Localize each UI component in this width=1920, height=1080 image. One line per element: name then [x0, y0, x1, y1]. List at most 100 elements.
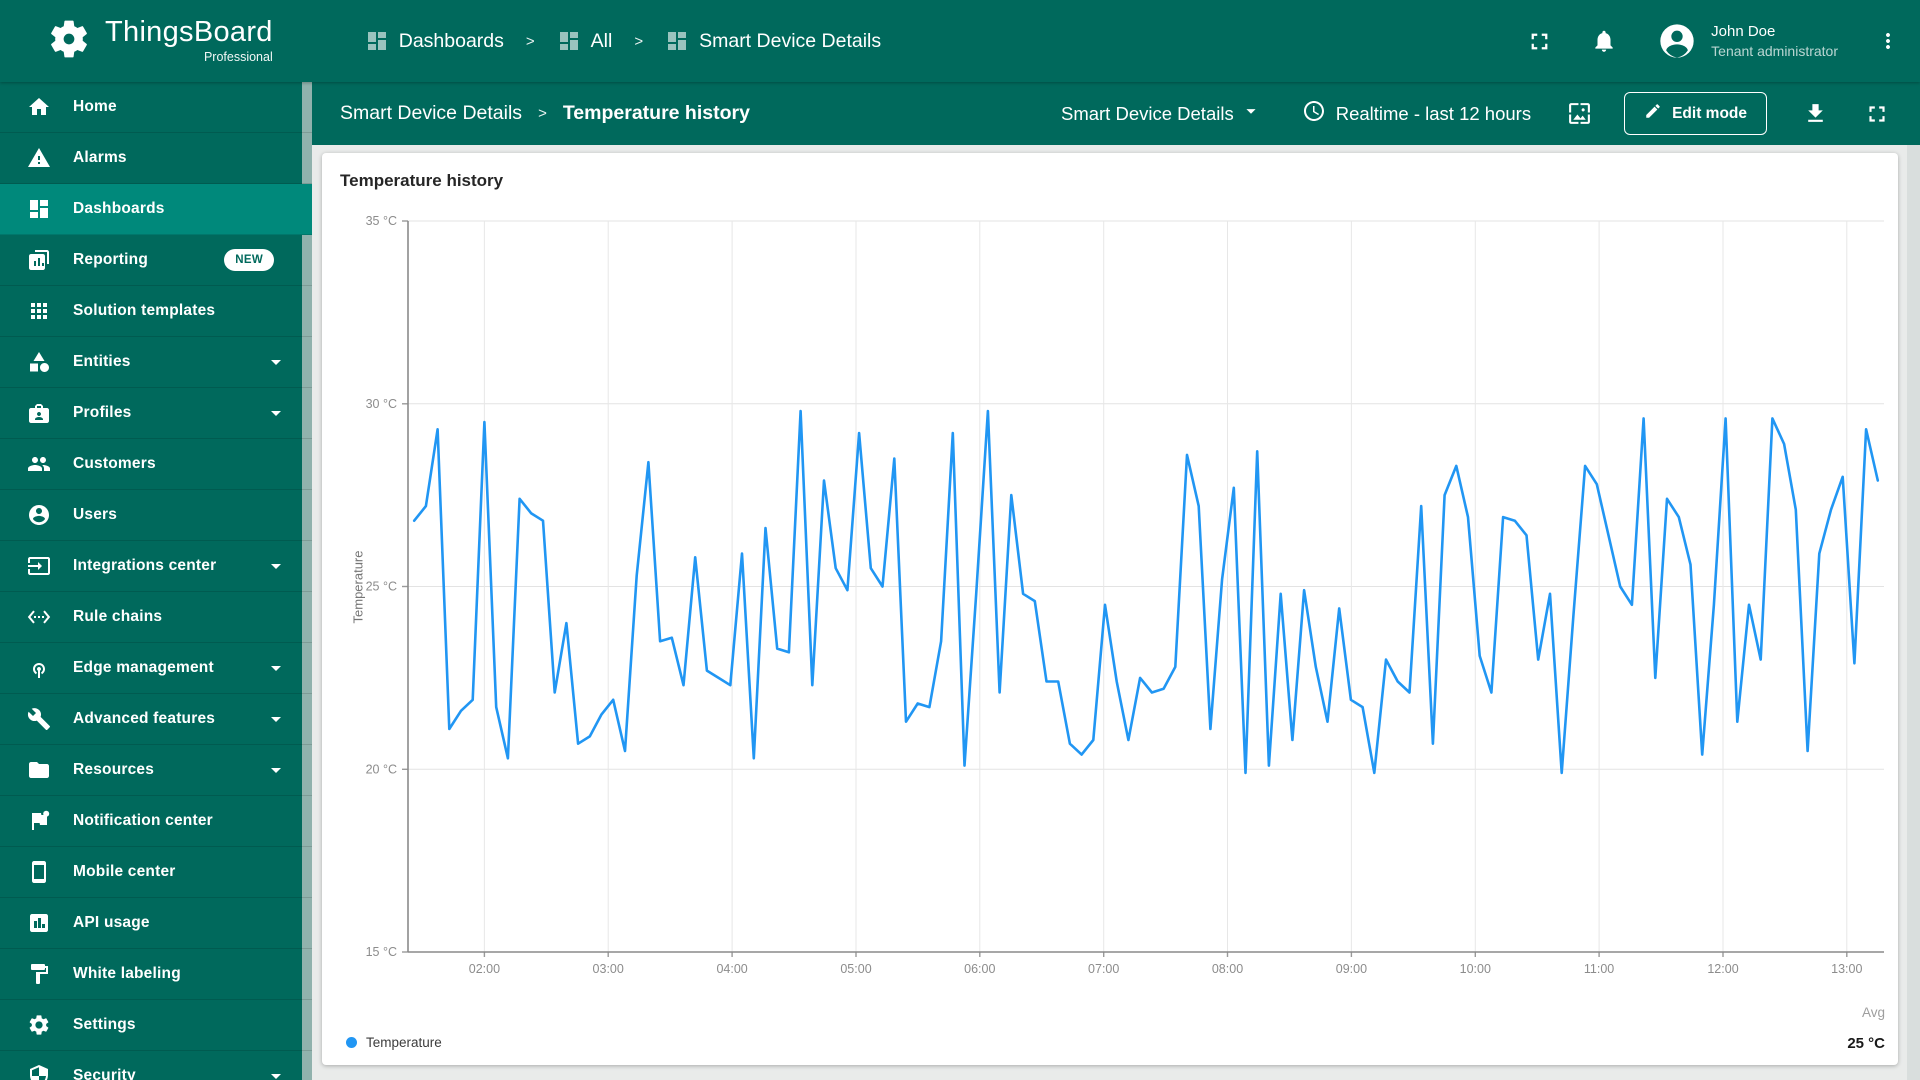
chevron-down-icon [1240, 100, 1262, 127]
temperature-history-widget[interactable]: Temperature history 15 °C 20 °C 25 °C 30 °C… [322, 153, 1898, 1065]
logo-title: ThingsBoard [105, 16, 273, 48]
pencil-icon [1644, 102, 1662, 125]
sidebar-item-entities[interactable]: Entities [0, 337, 312, 388]
sidebar-item-label: Edge management [73, 659, 214, 676]
kebab-menu-button[interactable] [1876, 29, 1900, 53]
fullscreen-button[interactable] [1526, 28, 1553, 55]
sidebar-item-label: Mobile center [73, 863, 176, 880]
svg-text:20 °C: 20 °C [366, 762, 397, 776]
sidebar-item-reporting[interactable]: Reporting NEW [0, 235, 312, 286]
sidebar-item-home[interactable]: Home [0, 82, 312, 133]
sidebar-item-label: Home [73, 98, 117, 115]
rule-chains-icon [27, 605, 51, 629]
sidebar-item-rule-chains[interactable]: Rule chains [0, 592, 312, 643]
dashboard-toolbar: Smart Device Details > Temperature histo… [312, 82, 1920, 145]
header-actions: John Doe Tenant administrator [1488, 21, 1900, 61]
chevron-down-icon [264, 1064, 288, 1080]
sidebar-item-integrations-center[interactable]: Integrations center [0, 541, 312, 592]
temperature-line-chart: 15 °C 20 °C 25 °C 30 °C 35 °C 02:00 03:00 04:00… [366, 214, 1884, 976]
chevron-down-icon [264, 401, 288, 425]
notification-center-icon [27, 809, 51, 833]
svg-text:07:00: 07:00 [1088, 962, 1119, 976]
sidebar: Home Alarms Dashboards Reporting NEW Solution… [0, 82, 312, 1080]
svg-text:35 °C: 35 °C [366, 214, 397, 228]
widget-title: Temperature history [340, 171, 504, 190]
chevron-down-icon [264, 656, 288, 680]
breadcrumb-smart-device-details[interactable]: Smart Device Details [665, 29, 881, 53]
settings-icon [27, 1013, 51, 1037]
home-icon [27, 95, 51, 119]
legend-avg-header: Avg [1861, 1005, 1885, 1020]
sidebar-item-white-labeling[interactable]: White labeling [0, 949, 312, 1000]
breadcrumb-dashboards[interactable]: Dashboards [365, 29, 504, 53]
sidebar-item-label: Profiles [73, 404, 132, 421]
chevron-down-icon [264, 554, 288, 578]
sidebar-item-api-usage[interactable]: API usage [0, 898, 312, 949]
breadcrumb-all[interactable]: All [557, 29, 613, 53]
sidebar-item-security[interactable]: Security [0, 1051, 312, 1080]
top-header: ThingsBoard Professional Dashboards > All >… [0, 0, 1920, 82]
resources-icon [27, 758, 51, 782]
sidebar-item-edge-management[interactable]: Edge management [0, 643, 312, 694]
sidebar-item-solution-templates[interactable]: Solution templates [0, 286, 312, 337]
edge-management-icon [27, 656, 51, 680]
alarms-icon [27, 146, 51, 170]
dashboards-icon [27, 197, 51, 221]
chevron-down-icon [264, 350, 288, 374]
dashboard-breadcrumb-root[interactable]: Smart Device Details [340, 102, 523, 124]
sidebar-item-mobile-center[interactable]: Mobile center [0, 847, 312, 898]
edit-mode-button[interactable]: Edit mode [1624, 92, 1767, 135]
avatar[interactable] [1657, 21, 1697, 61]
sidebar-item-alarms[interactable]: Alarms [0, 133, 312, 184]
sidebar-item-settings[interactable]: Settings [0, 1000, 312, 1051]
breadcrumb-separator: > [538, 105, 547, 122]
sidebar-item-notification-center[interactable]: Notification center [0, 796, 312, 847]
svg-text:03:00: 03:00 [593, 962, 624, 976]
sidebar-item-resources[interactable]: Resources [0, 745, 312, 796]
svg-text:15 °C: 15 °C [366, 945, 397, 959]
download-button[interactable] [1803, 101, 1828, 126]
notifications-bell-button[interactable] [1591, 28, 1617, 54]
time-window-button[interactable]: Realtime - last 12 hours [1302, 99, 1531, 128]
sidebar-item-dashboards[interactable]: Dashboards [0, 184, 312, 235]
breadcrumb: Dashboards > All > Smart Device Details [365, 29, 881, 53]
dashboard-image-button[interactable] [1567, 101, 1592, 126]
breadcrumb-label: All [590, 29, 613, 52]
dashboard-state-select[interactable]: Smart Device Details [1061, 100, 1262, 127]
sidebar-item-profiles[interactable]: Profiles [0, 388, 312, 439]
svg-text:30 °C: 30 °C [366, 397, 397, 411]
content-scrollbar[interactable] [1907, 145, 1920, 1080]
legend-dot [346, 1037, 357, 1048]
api-usage-icon [27, 911, 51, 935]
svg-text:04:00: 04:00 [716, 962, 747, 976]
sidebar-item-label: Reporting [73, 251, 148, 268]
entities-icon [27, 350, 51, 374]
sidebar-item-label: Integrations center [73, 557, 217, 574]
time-window-label: Realtime - last 12 hours [1335, 102, 1532, 124]
advanced-features-icon [27, 707, 51, 731]
thingsboard-logo-icon [46, 16, 92, 67]
customers-icon [27, 452, 51, 476]
sidebar-item-label: Dashboards [73, 200, 165, 217]
sidebar-item-users[interactable]: Users [0, 490, 312, 541]
breadcrumb-label: Dashboards [398, 29, 504, 52]
thingsboard-logo[interactable]: ThingsBoard Professional [46, 16, 273, 67]
svg-text:02:00: 02:00 [469, 962, 500, 976]
sidebar-item-customers[interactable]: Customers [0, 439, 312, 490]
user-name: John Doe [1711, 23, 1776, 40]
toolbar-fullscreen-button[interactable] [1864, 101, 1890, 127]
y-axis-title: Temperature [350, 550, 366, 624]
dashboards-icon [365, 29, 389, 53]
breadcrumb-separator: > [634, 32, 644, 50]
dashboards-icon [665, 29, 689, 53]
legend-item-temperature[interactable]: Temperature [346, 1035, 442, 1050]
sidebar-scrollbar[interactable] [302, 82, 312, 1080]
svg-text:25 °C: 25 °C [366, 580, 397, 594]
chevron-down-icon [264, 707, 288, 731]
sidebar-item-advanced-features[interactable]: Advanced features [0, 694, 312, 745]
svg-text:08:00: 08:00 [1212, 962, 1243, 976]
mobile-center-icon [27, 860, 51, 884]
svg-text:06:00: 06:00 [964, 962, 995, 976]
user-info[interactable]: John Doe Tenant administrator [1711, 23, 1838, 59]
sidebar-item-label: Settings [73, 1016, 136, 1033]
